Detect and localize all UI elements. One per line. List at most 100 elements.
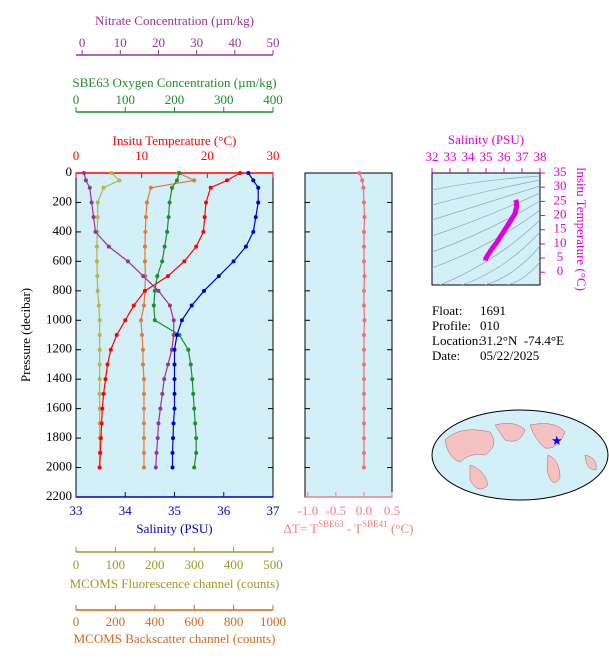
y-tick-label: 5: [557, 249, 564, 264]
profile-point: [172, 406, 177, 411]
y-tick-label: 1000: [46, 311, 72, 326]
profile-point: [160, 391, 165, 396]
x-tick-label: 300: [214, 92, 234, 107]
x-tick-label: 0: [79, 35, 86, 50]
profile-line: [358, 172, 366, 468]
profile-point: [94, 244, 99, 249]
info-value: 05/22/2025: [480, 348, 539, 363]
x-tick-label: 800: [224, 614, 244, 629]
x-axis-title: Insitu Temperature (°C): [113, 133, 237, 148]
x-tick-label: 33: [444, 149, 457, 164]
profile-point: [114, 333, 119, 337]
profile-point: [82, 171, 87, 175]
profile-point: [191, 391, 196, 396]
profile-point: [162, 377, 167, 382]
profile-point: [91, 215, 96, 220]
profile-point: [361, 391, 366, 396]
profile-point: [361, 362, 366, 367]
x-tick-label: 37: [516, 149, 530, 164]
profile-point: [174, 333, 179, 337]
y-tick-label: 1400: [46, 370, 72, 385]
profile-point: [152, 288, 157, 293]
profile-point: [361, 421, 366, 426]
x-tick-label: 30: [190, 35, 203, 50]
world-map: ★: [431, 409, 609, 501]
profile-point: [208, 185, 213, 190]
profile-point: [171, 421, 176, 426]
profile-point: [172, 347, 177, 352]
profile-point: [357, 171, 362, 175]
y-tick-label: 0: [557, 263, 564, 278]
profile-point: [362, 318, 367, 323]
y-tick-label: 400: [53, 223, 73, 238]
profile-point: [141, 421, 146, 426]
profile-point: [97, 377, 102, 382]
profile-point: [167, 303, 172, 308]
x-axis-title: MCOMS Fluorescence channel (counts): [70, 576, 280, 591]
x-tick-label: 300: [184, 557, 204, 572]
x-tick-label: 34: [119, 503, 133, 518]
y-tick-label: 600: [53, 252, 73, 267]
y-axis-title: Insitu Temperature (°C): [574, 167, 589, 291]
profile-point: [165, 274, 170, 279]
profile-point: [231, 259, 236, 264]
profile-point: [361, 347, 366, 352]
density-contours: [432, 175, 540, 285]
profile-point: [361, 288, 366, 293]
y-tick-label: 1600: [46, 400, 72, 415]
profile-line: [96, 172, 121, 468]
profile-point: [97, 318, 102, 323]
profile-point: [95, 288, 100, 293]
profile-point: [162, 244, 167, 249]
profile-point: [192, 178, 197, 183]
x-tick-label: 10: [114, 35, 127, 50]
x-axis-title: MCOMS Backscatter channel (counts): [74, 631, 276, 646]
profile-point: [204, 200, 209, 205]
profile-point: [190, 377, 195, 382]
profile-point: [186, 347, 191, 352]
float-info: Float: 1691 Profile: 010 Location:31.2°N -74…: [432, 303, 564, 363]
profile-point: [94, 259, 99, 264]
x-tick-label: 33: [70, 503, 83, 518]
x-tick-label: 20: [201, 148, 214, 163]
profile-point: [192, 465, 197, 470]
profile-point: [140, 347, 145, 352]
profile-point: [172, 362, 177, 367]
delta-panel: [304, 172, 393, 498]
profile-point: [109, 171, 114, 175]
profile-point: [166, 215, 171, 220]
profile-point: [189, 303, 194, 308]
x-tick-label: -1.0: [298, 503, 319, 518]
profile-point: [251, 229, 256, 234]
x-tick-label: 100: [106, 557, 126, 572]
x-tick-label: 0: [73, 614, 80, 629]
info-value: 1691: [480, 303, 506, 318]
profile-point: [141, 377, 146, 382]
x-tick-label: 36: [498, 149, 512, 164]
x-tick-label: 500: [263, 557, 283, 572]
profile-point: [361, 465, 366, 470]
profile-point: [361, 406, 366, 411]
x-tick-label: 37: [267, 503, 281, 518]
profile-point: [141, 465, 146, 470]
title-part: ΔT= T: [284, 521, 319, 536]
profile-point: [87, 185, 92, 190]
profile-point: [171, 436, 176, 441]
x-tick-label: 200: [106, 614, 126, 629]
profile-point: [141, 303, 146, 308]
profile-point: [256, 185, 261, 190]
profile-point: [156, 421, 161, 426]
profile-point: [125, 259, 130, 264]
x-tick-label: 400: [263, 92, 283, 107]
x-tick-label: 100: [116, 92, 136, 107]
info-label: Float:: [432, 303, 462, 318]
profile-point: [142, 244, 147, 249]
profile-point: [117, 178, 122, 183]
y-tick-label: 20: [554, 207, 567, 222]
title-part: - T: [344, 521, 363, 536]
profile-point: [141, 391, 146, 396]
profile-point: [361, 377, 366, 382]
profile-point: [95, 200, 100, 205]
profile-point: [216, 274, 221, 279]
